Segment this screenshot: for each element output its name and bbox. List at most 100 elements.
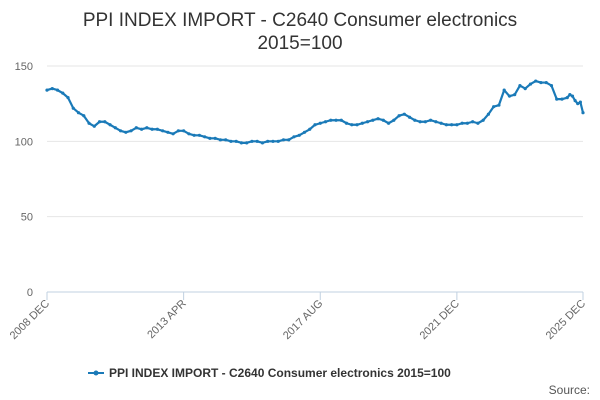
data-point (418, 120, 422, 124)
data-point (565, 96, 569, 100)
data-point (555, 97, 559, 101)
data-point (523, 87, 527, 91)
series-line-0 (46, 79, 585, 144)
data-point (476, 121, 480, 125)
data-point (339, 118, 343, 122)
data-point (292, 135, 296, 139)
data-point (329, 118, 333, 122)
data-point (528, 82, 533, 86)
data-point (287, 138, 291, 142)
data-point (573, 99, 577, 103)
data-point (455, 123, 459, 127)
data-point (187, 132, 191, 136)
data-point (486, 112, 491, 116)
data-point (518, 83, 522, 88)
data-point (444, 123, 448, 127)
data-point (134, 126, 138, 130)
data-point (534, 79, 538, 83)
data-point (471, 120, 475, 124)
data-point (549, 83, 554, 88)
data-point (344, 121, 349, 125)
data-point (371, 118, 375, 122)
data-point (139, 127, 144, 131)
data-point (507, 94, 512, 98)
gridlines (47, 65, 583, 218)
data-point (50, 87, 54, 91)
data-point (502, 88, 506, 92)
data-point (66, 96, 70, 100)
data-point (568, 93, 572, 97)
data-point (513, 93, 517, 97)
data-point (439, 121, 443, 125)
data-point (155, 127, 159, 131)
data-point (581, 111, 585, 115)
data-point (413, 118, 417, 122)
data-point (423, 120, 427, 124)
data-point (45, 88, 49, 92)
data-point (208, 136, 212, 140)
data-point (118, 129, 123, 133)
data-point (334, 118, 338, 122)
data-point (92, 124, 96, 128)
data-point (61, 91, 65, 95)
data-point (71, 106, 75, 110)
data-point (544, 80, 548, 85)
data-point (239, 141, 244, 145)
data-point (365, 120, 370, 124)
data-point (213, 136, 217, 140)
data-point (360, 121, 364, 125)
data-point (166, 130, 170, 134)
data-point (218, 138, 223, 142)
data-point (255, 139, 259, 143)
data-point (229, 139, 233, 143)
data-point (87, 121, 91, 125)
data-point (297, 133, 301, 137)
data-point (450, 123, 454, 127)
data-point (82, 114, 86, 118)
data-point (55, 88, 60, 92)
data-point (197, 133, 201, 137)
data-point (350, 123, 354, 127)
legend[interactable]: PPI INDEX IMPORT - C2640 Consumer electr… (88, 366, 451, 380)
data-point (323, 120, 328, 124)
data-point (481, 118, 485, 122)
data-point (318, 121, 322, 125)
data-point (108, 123, 112, 127)
chart-subtitle: 2015=100 (257, 33, 342, 54)
data-point (381, 118, 385, 122)
data-point (376, 117, 380, 121)
data-point (429, 118, 433, 122)
legend-label: PPI INDEX IMPORT - C2640 Consumer electr… (109, 366, 451, 380)
data-point (76, 111, 81, 115)
data-point (402, 112, 406, 116)
x-axis: 2008 DEC 2013 APR 2017 AUG 2021 DEC 2025 DEC (8, 291, 588, 342)
data-point (271, 139, 275, 143)
data-point (460, 121, 464, 125)
y-tick-label-100: 100 (15, 136, 33, 148)
data-point (302, 130, 307, 134)
data-point (150, 127, 154, 131)
data-point (192, 133, 196, 137)
data-point (129, 129, 133, 133)
data-point (397, 114, 401, 118)
y-axis: 0 50 100 150 (15, 61, 33, 299)
data-point (576, 102, 580, 106)
data-point (176, 129, 180, 133)
data-point (578, 100, 582, 104)
data-point (103, 120, 107, 124)
source-label: Source: (549, 383, 590, 397)
data-point (539, 80, 543, 85)
data-point (203, 135, 207, 139)
series-group (45, 79, 585, 145)
data-point (497, 103, 501, 107)
data-point (171, 132, 175, 136)
x-tick-label-1: 2013 APR (145, 298, 189, 342)
chart-title: PPI INDEX IMPORT - C2640 Consumer electr… (83, 10, 517, 31)
data-point (465, 121, 469, 125)
data-point (570, 94, 575, 98)
x-tick-label-3: 2021 DEC (418, 298, 462, 342)
data-point (392, 118, 396, 122)
data-point (260, 141, 265, 145)
data-point (182, 129, 186, 133)
